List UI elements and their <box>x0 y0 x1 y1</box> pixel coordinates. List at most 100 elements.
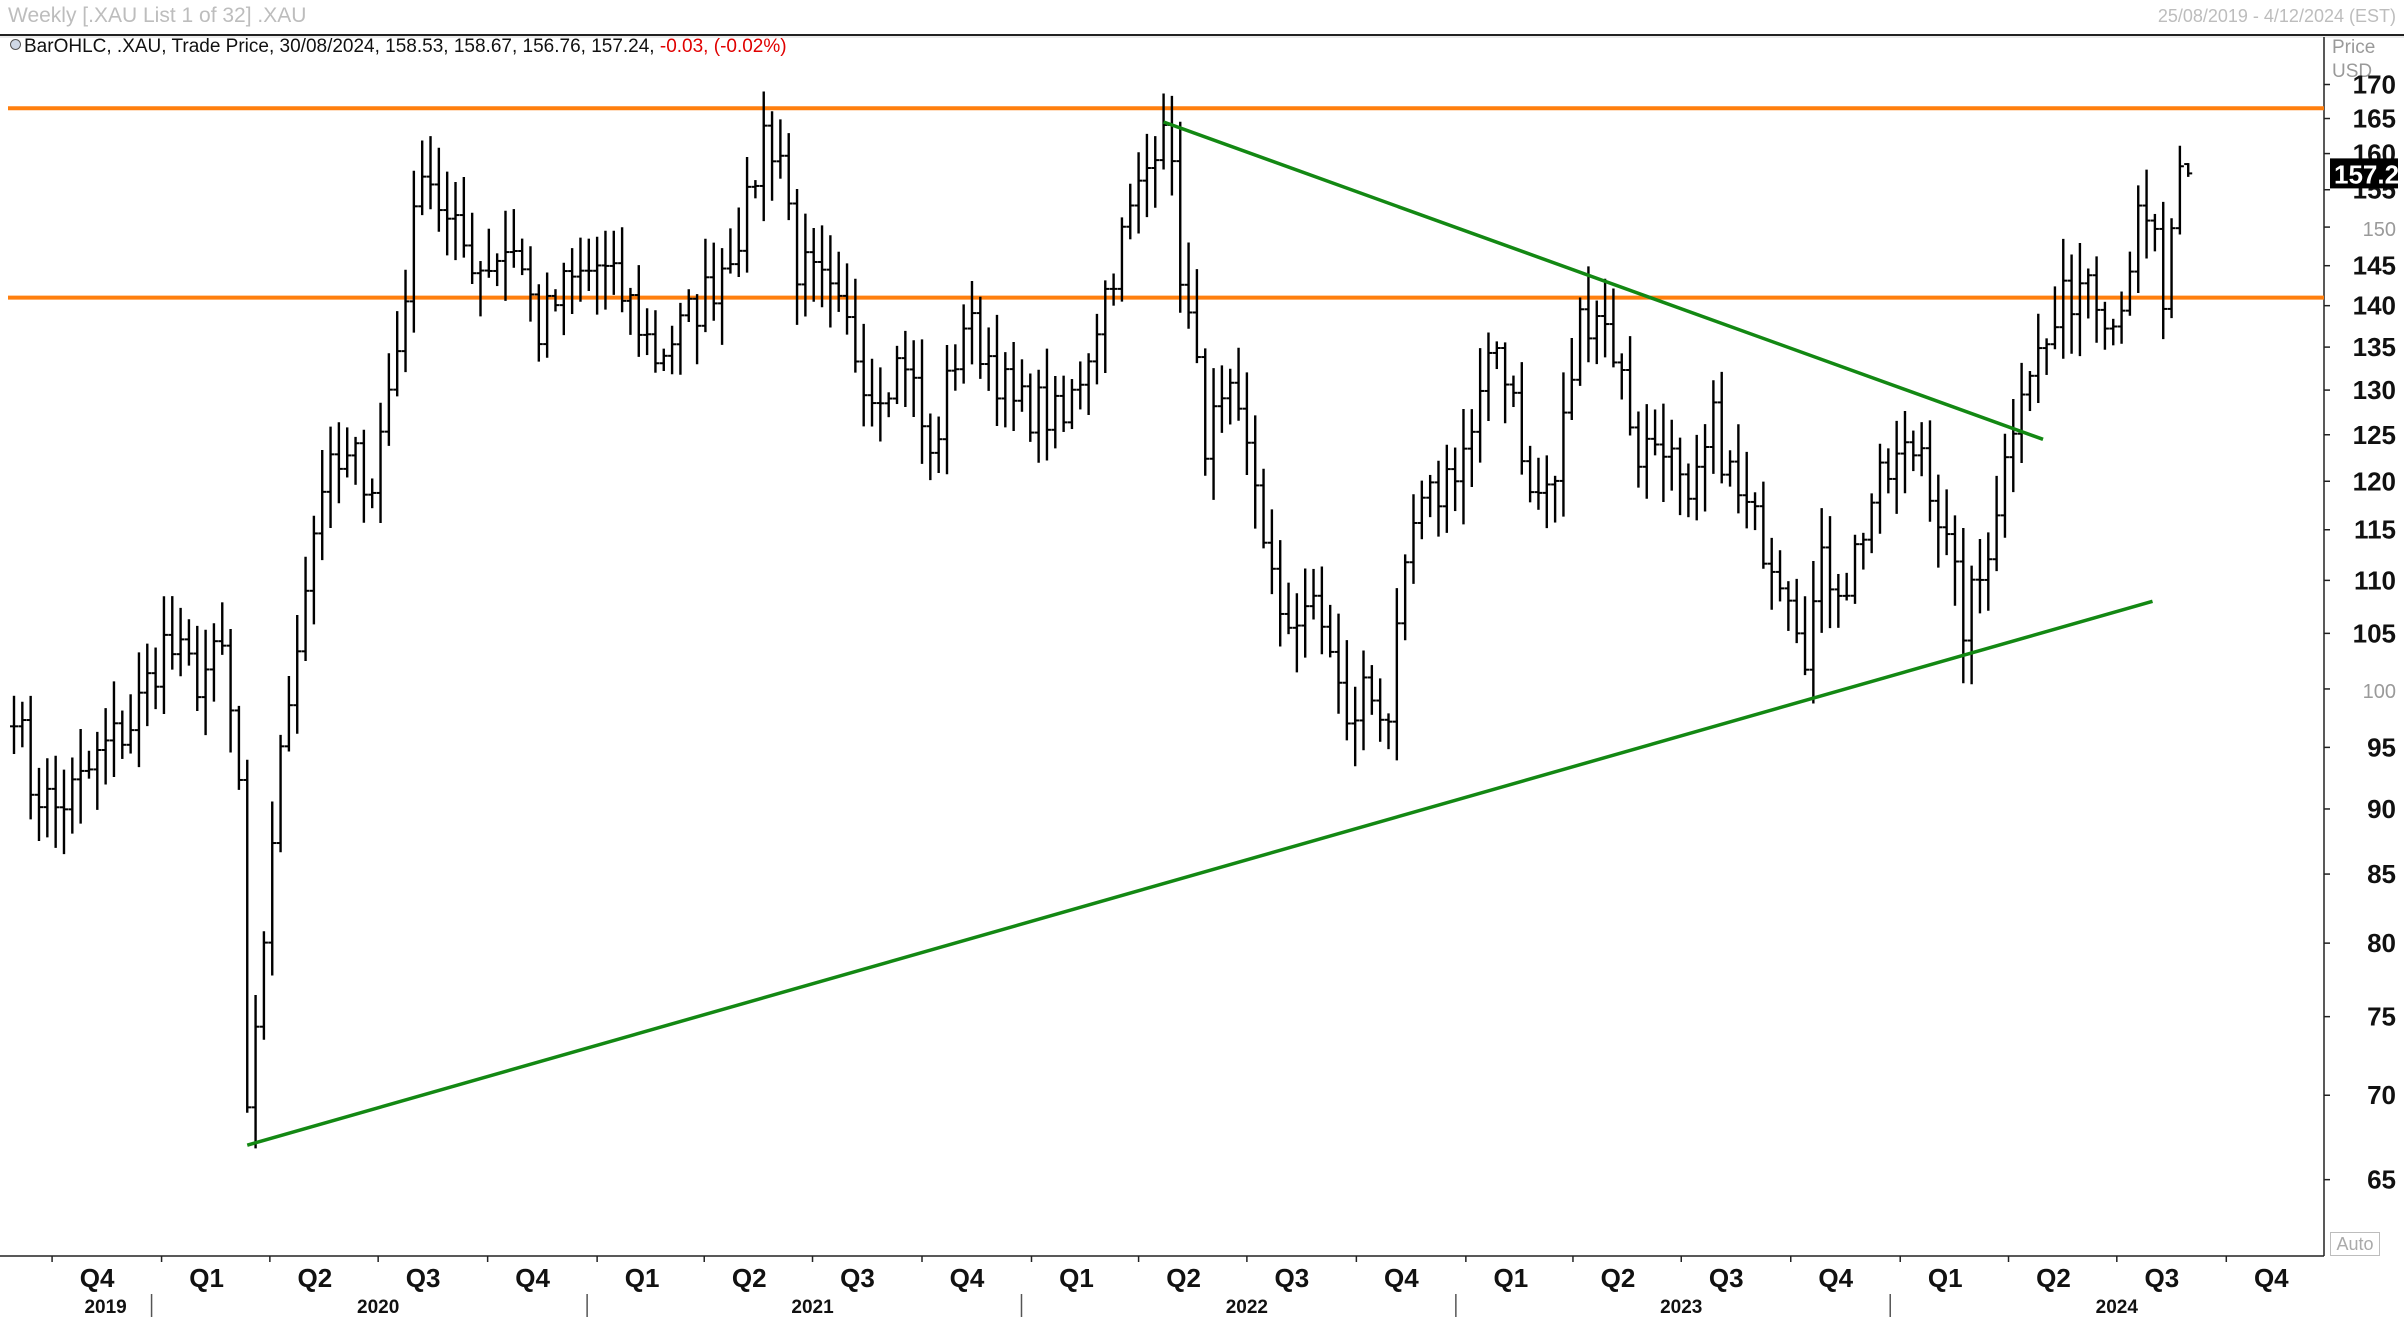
auto-scale-button[interactable]: Auto <box>2330 1232 2380 1256</box>
ohlc-bar <box>1576 297 1585 386</box>
ohlc-bar <box>1176 121 1185 313</box>
x-quarter-label: Q1 <box>189 1263 224 1293</box>
ohlc-bar <box>1359 650 1368 751</box>
ohlc-bar <box>568 248 577 314</box>
ohlc-bar <box>1892 420 1901 514</box>
ohlc-bar <box>1709 380 1718 474</box>
ohlc-bar <box>601 230 610 310</box>
y-tick-label: 105 <box>2353 618 2396 648</box>
ohlc-bar <box>2084 268 2093 319</box>
ohlc-bar <box>1617 353 1626 400</box>
ohlc-bar <box>1759 481 1768 569</box>
ohlc-bar <box>134 652 143 768</box>
last-price-box <box>2330 158 2398 189</box>
ohlc-bar <box>2000 433 2009 538</box>
ohlc-bar <box>684 289 693 322</box>
ohlc-bar <box>1634 411 1643 488</box>
ohlc-bar <box>476 261 485 317</box>
ohlc-bar <box>484 228 493 278</box>
ohlc-bar <box>1509 375 1518 408</box>
ohlc-bar <box>1167 95 1176 196</box>
x-quarter-label: Q4 <box>80 1263 115 1293</box>
last-price-marker: 157.24 <box>2330 158 2404 189</box>
ohlc-bar <box>1884 448 1893 494</box>
time-axis: Q4 Q1 Q2 Q3 Q4 Q1 Q2 Q3 Q4 Q1 Q2 Q3 Q4 Q1 Q2 Q3 Q4 Q1 Q2 Q3… <box>51 1256 2289 1317</box>
ohlc-bar <box>926 413 935 481</box>
ohlc-bar <box>1351 686 1360 767</box>
ohlc-bar <box>1217 365 1226 433</box>
x-quarter-label: Q3 <box>1709 1263 1744 1293</box>
ohlc-bar <box>593 236 602 315</box>
ohlc-bar <box>1001 352 1010 428</box>
ohlc-bar <box>1451 447 1460 512</box>
ohlc-bar <box>543 272 552 358</box>
x-year-label: 2021 <box>791 1297 834 1317</box>
trend-line-1 <box>1162 120 2044 441</box>
ohlc-bar <box>1117 217 1126 302</box>
ohlc-bar <box>1542 455 1551 529</box>
ohlc-bar <box>1967 565 1976 685</box>
ohlc-bar <box>1934 474 1943 568</box>
ohlc-bar <box>1384 713 1393 750</box>
ohlc-bar <box>18 701 27 748</box>
y-tick-label: 75 <box>2367 1002 2396 1032</box>
ohlc-bar <box>893 345 902 405</box>
ohlc-bar <box>1792 578 1801 644</box>
ohlc-bar <box>1642 404 1651 499</box>
ohlc-bar <box>1242 372 1251 475</box>
ohlc-bar <box>318 449 327 561</box>
x-quarter-label: Q3 <box>2144 1263 2179 1293</box>
study-legend[interactable]: BarOHLC, .XAU, Trade Price, 30/08/2024, … <box>10 36 787 58</box>
ohlc-bar <box>1376 678 1385 742</box>
ohlc-bar <box>518 238 527 276</box>
legend-study-text: BarOHLC, .XAU, Trade Price, 30/08/2024, … <box>24 36 655 57</box>
last-price-label: 157.24 <box>2334 159 2404 189</box>
ohlc-bar <box>1051 375 1060 449</box>
x-quarter-label: Q1 <box>1928 1263 1963 1293</box>
y-tick-label: 170 <box>2353 70 2396 100</box>
ohlc-bars <box>10 91 2193 1149</box>
ohlc-bar <box>1259 468 1268 549</box>
y-tick-label: 145 <box>2353 251 2396 281</box>
ohlc-bar <box>634 265 643 357</box>
y-tick-label: 70 <box>2367 1080 2396 1110</box>
ohlc-bar <box>626 287 635 335</box>
ohlc-bar <box>10 695 18 755</box>
x-year-label: 2019 <box>84 1297 126 1317</box>
ohlc-bar <box>1975 539 1984 614</box>
ohlc-bar <box>751 180 760 199</box>
price-axis-label: Price USD <box>2332 36 2375 84</box>
ohlc-bar <box>393 311 402 397</box>
ohlc-bar <box>2125 251 2134 316</box>
x-year-label: 2024 <box>2096 1297 2139 1317</box>
ohlc-bar <box>1784 581 1793 631</box>
ohlc-bar <box>1142 133 1151 218</box>
ohlc-bar <box>1101 280 1110 374</box>
ohlc-bar <box>1067 379 1076 430</box>
x-year-label: 2022 <box>1226 1297 1268 1317</box>
ohlc-bar <box>1626 336 1635 436</box>
ohlc-bar <box>784 133 793 221</box>
ohlc-bar <box>918 339 927 464</box>
ohlc-bar <box>1751 492 1760 531</box>
ohlc-bar <box>426 136 435 210</box>
ohlc-bar <box>418 140 427 216</box>
ohlc-bar <box>501 210 510 301</box>
ohlc-bar <box>234 705 243 790</box>
ohlc-bar <box>1667 419 1676 491</box>
ohlc-bar <box>76 728 85 824</box>
ohlc-bar <box>1601 278 1610 358</box>
ohlc-bar <box>1017 359 1026 412</box>
ohlc-bar <box>1917 422 1926 477</box>
ohlc-bar <box>443 171 452 256</box>
y-tick-label: 115 <box>2354 515 2396 545</box>
ohlc-bar <box>526 246 535 322</box>
ohlc-bar <box>1401 554 1410 641</box>
ohlc-bar <box>876 367 885 442</box>
ohlc-bar <box>984 327 993 391</box>
ohlc-bar <box>1092 313 1101 385</box>
ohlc-bar <box>509 209 518 268</box>
ohlc-bar <box>1467 409 1476 488</box>
ohlc-bar <box>1534 457 1543 510</box>
